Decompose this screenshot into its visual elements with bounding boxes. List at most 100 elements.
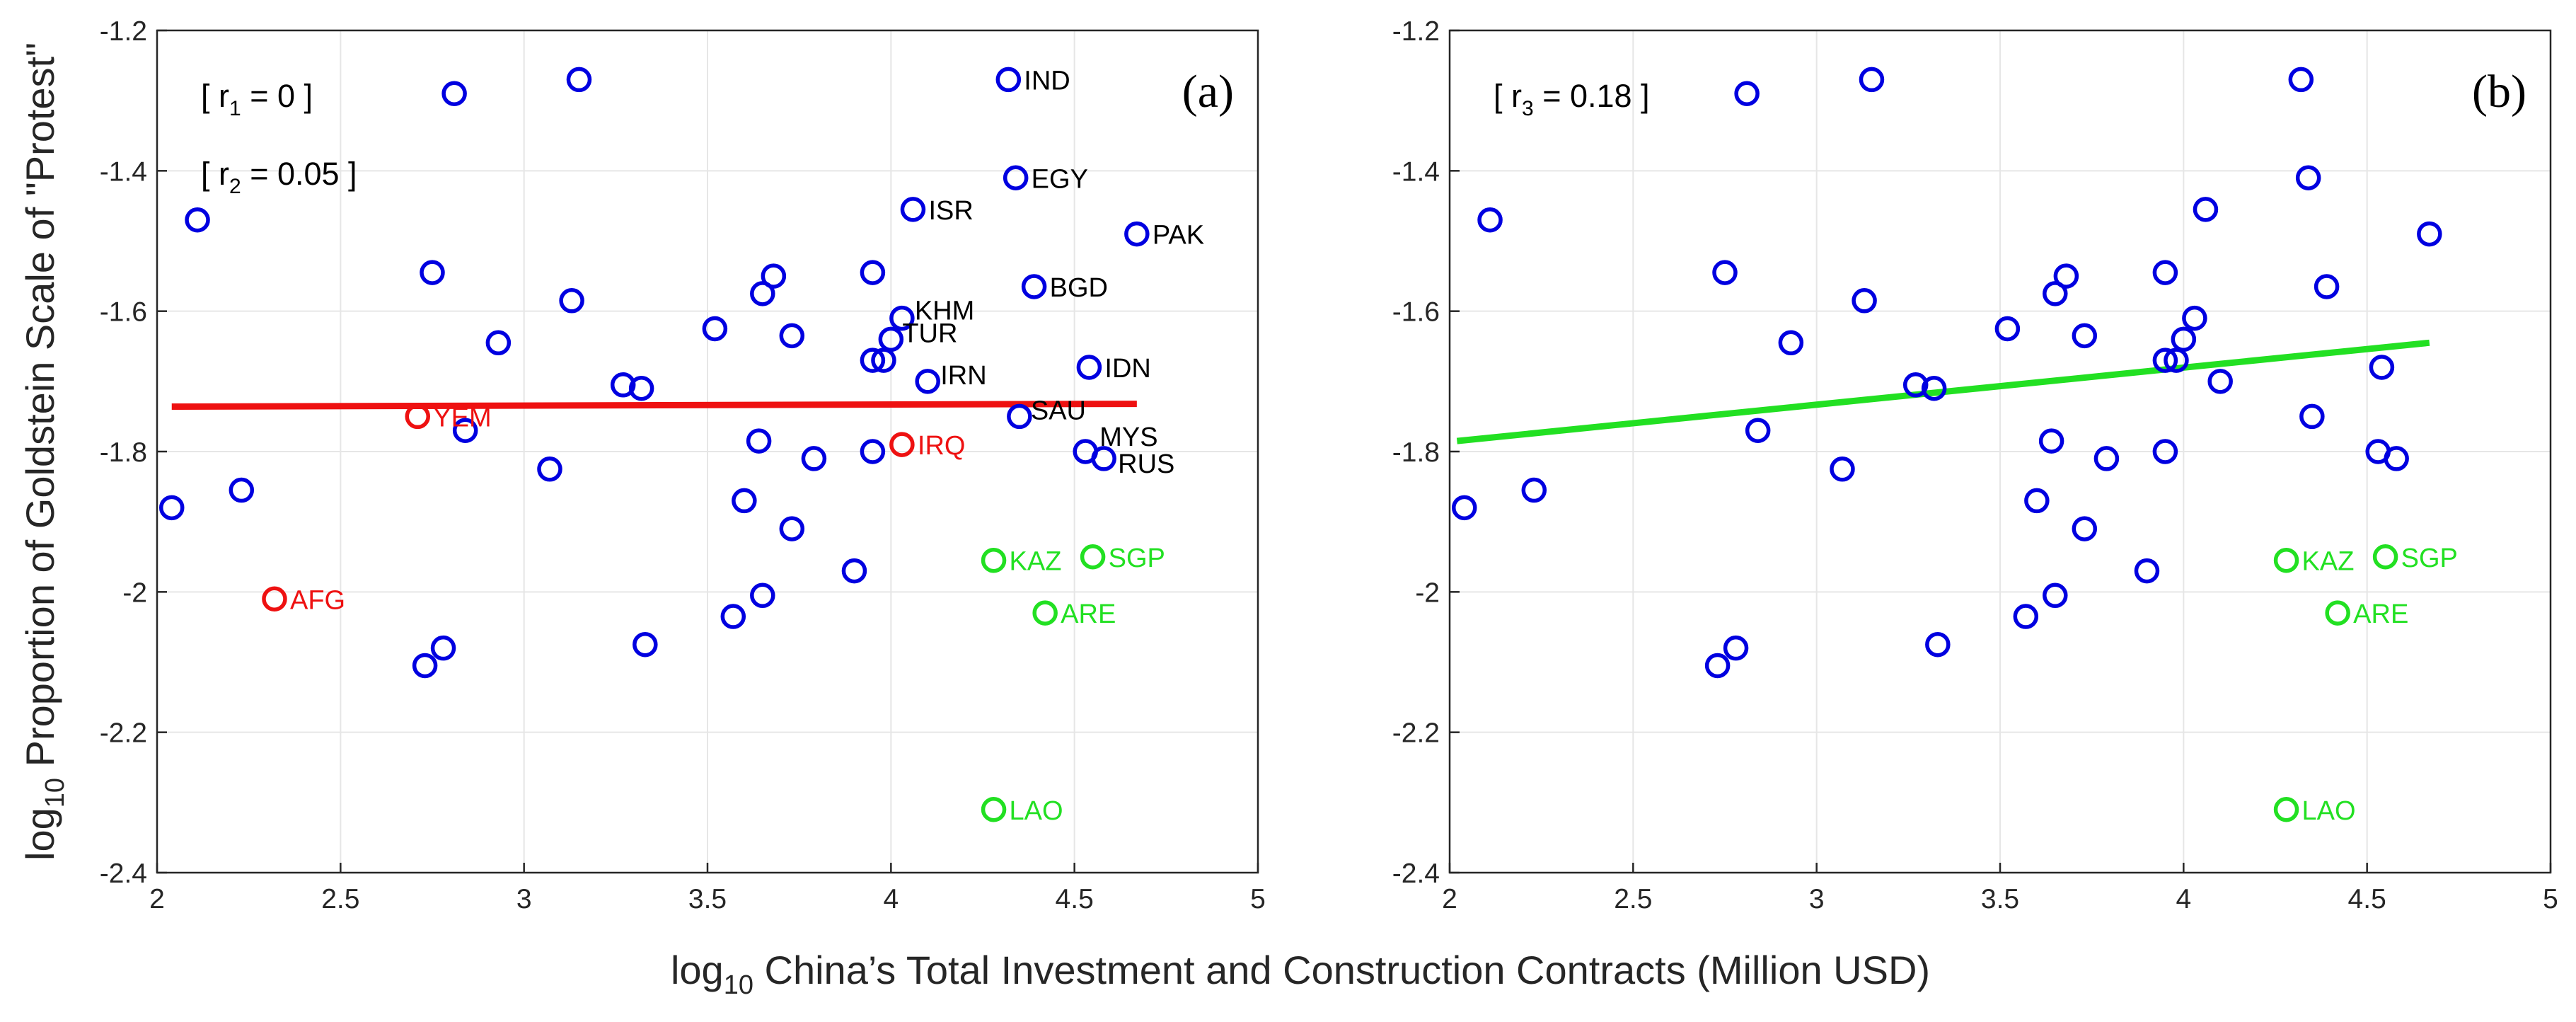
panel-a-point: [628, 376, 654, 401]
panel-a-ytick-label: -1.8: [100, 437, 147, 468]
panel-b-grid: [1450, 30, 2551, 873]
panel-b-xtick-label: 4: [2176, 884, 2191, 914]
panel-b-point: [2072, 323, 2098, 349]
panel-b-point: [1521, 477, 1547, 503]
panel-a-point: [732, 488, 757, 514]
panel-a-point: [559, 288, 584, 314]
panel-b-ytick-label: -1.6: [1392, 297, 1440, 328]
panel-a-point: [452, 418, 478, 443]
panel-b-point: [2152, 439, 2178, 464]
panel-a-point-sau: [1007, 403, 1032, 430]
panel-a-label-tur: TUR: [902, 318, 957, 348]
panel-a-label-ind: IND: [1024, 66, 1070, 96]
panel-b-point-lao: [2273, 797, 2299, 822]
panel-a-point: [750, 281, 775, 306]
panel-a-stat-r2: [ r2 = 0.05 ]: [201, 156, 357, 198]
panel-a-point: [779, 323, 805, 349]
panel-b-point: [2134, 558, 2160, 584]
panel-b-point: [2384, 446, 2409, 471]
panel-a-label-sau: SAU: [1031, 396, 1086, 425]
panel-a-label-lao: LAO: [1010, 796, 1063, 826]
panel-b-point: [1477, 207, 1503, 233]
panel-b-tag: (b): [2472, 66, 2526, 117]
panel-a-label-bgd: BGD: [1050, 273, 1108, 303]
panel-b-xtick-label: 4.5: [2348, 884, 2386, 914]
panel-a-fit: [171, 401, 1137, 410]
panel-a-point-bgd: [1021, 274, 1047, 299]
panel-b-point: [1451, 495, 1477, 521]
panel-b-point: [2164, 348, 2189, 373]
panel-b-point: [2295, 165, 2321, 190]
panel-a-point-afg: [262, 586, 287, 612]
panel-a-ytick-label: -2.4: [100, 859, 147, 889]
panel-a-point: [860, 348, 886, 373]
panel-b-point: [2171, 326, 2197, 352]
panel-a-label-yem: YEM: [433, 403, 491, 432]
panel-a-xtick-label: 5: [1250, 884, 1266, 914]
panel-b-point: [2072, 516, 2098, 541]
panel-b-xtick-label: 2.5: [1614, 884, 1652, 914]
panel-b-ytick-label: -2.4: [1392, 859, 1440, 889]
panel-a-point: [537, 457, 562, 482]
panel-a-label-pak: PAK: [1153, 221, 1204, 251]
panel-a-ytick-label: -1.6: [100, 297, 147, 328]
panel-b-xtick-label: 3: [1809, 884, 1825, 914]
panel-a-label-sgp: SGP: [1109, 544, 1165, 573]
panel-a-point-yem: [405, 403, 431, 430]
panel-a-point-lao: [981, 797, 1007, 822]
panel-b-point: [2299, 403, 2325, 430]
panel-a-point-isr: [900, 197, 926, 222]
panel-a-point: [702, 316, 728, 342]
panel-a-label-irq: IRQ: [918, 431, 966, 461]
panel-b-point: [1852, 288, 1877, 314]
panel-a-point: [412, 653, 438, 679]
panel-a-ytick-label: -2: [122, 578, 147, 608]
panel-b-label-sgp: SGP: [2401, 544, 2458, 573]
panel-b-point: [1925, 631, 1951, 658]
panel-b-point: [2193, 197, 2219, 222]
panel-a-stat-r1: [ r1 = 0 ]: [201, 78, 313, 120]
panel-b-point: [1830, 457, 1855, 482]
panel-b-point: [2043, 582, 2068, 609]
panel-a-point-tur: [878, 326, 904, 352]
panel-b-point-labels: KAZ LAO ARE SGP: [2302, 544, 2458, 826]
panel-a-label-egy: EGY: [1032, 164, 1088, 194]
panel-b-ytick-label: -1.8: [1392, 437, 1440, 468]
panel-b-point: [2152, 260, 2178, 285]
panel-a-label-isr: ISR: [928, 196, 973, 226]
panel-a-point: [720, 604, 746, 629]
panel-a-points: [158, 67, 1150, 822]
panel-a-point-pak: [1124, 221, 1150, 247]
panel-a-ytick-label: -2.2: [100, 718, 147, 749]
panel-a-xtick-label: 3: [516, 884, 532, 914]
panel-b-x-ticks: 2 2.5 3 3.5 4 4.5 5: [1442, 863, 2558, 914]
panel-b-point: [2288, 67, 2314, 93]
panel-a-label-idn: IDN: [1104, 354, 1150, 384]
panel-a-point: [779, 516, 805, 541]
panel-b-point-kaz: [2273, 547, 2299, 573]
panel-b-y-ticks: -1.2 -1.4 -1.6 -1.8 -2 -2.2 -2.4: [1392, 16, 1460, 889]
panel-a-point-irn: [915, 369, 940, 394]
panel-b-point: [1712, 260, 1738, 285]
panel-b-point: [2314, 274, 2340, 299]
x-axis-title: log10 China’s Total Investment and Const…: [671, 948, 1930, 1000]
panel-b-point: [2038, 428, 2064, 454]
panel-a: 2 2.5 3 3.5 4 4.5 5 -1.2 -1.4 -1.6 -1.8 -2 -2.2 -2.4…: [100, 16, 1266, 914]
panel-b-point: [1734, 81, 1760, 106]
panel-a-y-ticks: -1.2 -1.4 -1.6 -1.8 -2 -2.2 -2.4: [100, 16, 167, 889]
panel-b-stats: [ r3 = 0.18 ]: [1494, 78, 1650, 120]
panel-b-point: [1778, 330, 1804, 356]
panel-b-ytick-label: -2.2: [1392, 718, 1440, 749]
panel-a-point: [871, 348, 896, 373]
panel-a-label-irn: IRN: [940, 361, 986, 391]
panel-b-point: [2417, 221, 2442, 247]
panel-b-xtick-label: 3.5: [1981, 884, 2019, 914]
panel-a-point: [229, 477, 255, 503]
panel-a-label-afg: AFG: [290, 585, 345, 615]
panel-a-ytick-label: -1.2: [100, 16, 147, 47]
panel-b-point-are: [2325, 600, 2350, 626]
panel-a-point: [633, 631, 658, 658]
panel-a-point: [860, 260, 886, 285]
